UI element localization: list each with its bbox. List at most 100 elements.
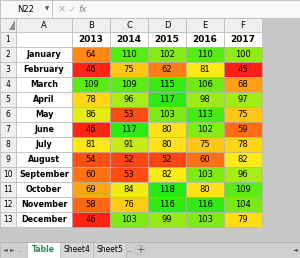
- Bar: [16, 137, 72, 152]
- Text: 96: 96: [124, 95, 134, 104]
- Bar: [110, 92, 148, 107]
- Bar: [0, 122, 16, 137]
- Bar: [224, 212, 262, 227]
- Bar: [224, 77, 262, 92]
- Bar: [110, 212, 148, 227]
- Text: September: September: [19, 170, 69, 179]
- Text: 76: 76: [124, 200, 134, 209]
- Text: 100: 100: [235, 50, 251, 59]
- Text: 2013: 2013: [79, 35, 104, 44]
- Text: November: November: [21, 200, 67, 209]
- Text: 8: 8: [6, 140, 10, 149]
- Text: 52: 52: [162, 155, 172, 164]
- Text: 78: 78: [85, 95, 96, 104]
- Bar: [148, 107, 186, 122]
- Bar: [72, 152, 110, 167]
- Text: Sheet4: Sheet4: [63, 246, 90, 254]
- Bar: [148, 197, 186, 212]
- Bar: [224, 62, 262, 77]
- Bar: [72, 122, 110, 137]
- Bar: [16, 167, 72, 182]
- Bar: [224, 18, 262, 32]
- Text: December: December: [21, 215, 67, 224]
- Text: 81: 81: [86, 140, 96, 149]
- Text: 109: 109: [121, 80, 137, 89]
- Bar: [0, 197, 16, 212]
- Bar: [0, 182, 16, 197]
- Bar: [0, 212, 16, 227]
- Text: June: June: [34, 125, 54, 134]
- Bar: [110, 137, 148, 152]
- Bar: [0, 242, 300, 258]
- Bar: [72, 182, 110, 197]
- Bar: [16, 92, 72, 107]
- Bar: [16, 62, 72, 77]
- Bar: [186, 107, 224, 122]
- Bar: [186, 137, 224, 152]
- Text: 79: 79: [238, 215, 248, 224]
- Text: 75: 75: [124, 65, 134, 74]
- Bar: [16, 182, 72, 197]
- Text: N22: N22: [18, 4, 34, 13]
- Text: 98: 98: [200, 95, 210, 104]
- Text: 80: 80: [200, 185, 210, 194]
- Bar: [148, 167, 186, 182]
- Text: 46: 46: [86, 125, 96, 134]
- Bar: [93, 242, 126, 258]
- Text: fx: fx: [79, 4, 87, 13]
- Bar: [148, 137, 186, 152]
- Text: 97: 97: [238, 95, 248, 104]
- Text: 46: 46: [86, 215, 96, 224]
- Text: ...: ...: [17, 247, 23, 253]
- Text: 110: 110: [197, 50, 213, 59]
- Bar: [186, 122, 224, 137]
- Text: 104: 104: [235, 200, 251, 209]
- Text: 102: 102: [159, 50, 175, 59]
- Bar: [16, 107, 72, 122]
- Bar: [0, 18, 16, 32]
- Bar: [224, 167, 262, 182]
- Bar: [148, 32, 186, 47]
- Bar: [224, 122, 262, 137]
- Bar: [0, 137, 16, 152]
- Text: 68: 68: [238, 80, 248, 89]
- Text: A: A: [41, 20, 47, 29]
- Text: 6: 6: [6, 110, 10, 119]
- Text: October: October: [26, 185, 62, 194]
- Bar: [186, 167, 224, 182]
- Text: 12: 12: [3, 200, 13, 209]
- Bar: [110, 62, 148, 77]
- Text: ▼: ▼: [45, 6, 49, 12]
- Bar: [0, 32, 16, 47]
- Text: 80: 80: [162, 140, 172, 149]
- Text: 109: 109: [235, 185, 251, 194]
- Text: 5: 5: [6, 95, 10, 104]
- Text: Table: Table: [32, 246, 55, 254]
- Text: 75: 75: [238, 110, 248, 119]
- Text: 80: 80: [162, 125, 172, 134]
- Text: 81: 81: [200, 65, 210, 74]
- Text: D: D: [164, 20, 170, 29]
- Text: 54: 54: [86, 155, 96, 164]
- Bar: [186, 212, 224, 227]
- Text: 3: 3: [6, 65, 10, 74]
- Bar: [148, 182, 186, 197]
- Bar: [72, 212, 110, 227]
- Text: ►: ►: [10, 247, 14, 253]
- Text: 2014: 2014: [116, 35, 142, 44]
- Text: 106: 106: [197, 80, 213, 89]
- Bar: [0, 0, 52, 18]
- Bar: [148, 77, 186, 92]
- Text: 58: 58: [86, 200, 96, 209]
- Bar: [110, 47, 148, 62]
- Text: 2016: 2016: [193, 35, 217, 44]
- Bar: [186, 197, 224, 212]
- Text: 82: 82: [162, 170, 172, 179]
- Text: 115: 115: [159, 80, 175, 89]
- Text: Sheet5: Sheet5: [96, 246, 123, 254]
- Bar: [16, 122, 72, 137]
- Bar: [16, 18, 72, 32]
- Text: 2: 2: [6, 50, 10, 59]
- Text: 113: 113: [197, 110, 213, 119]
- Text: 86: 86: [85, 110, 96, 119]
